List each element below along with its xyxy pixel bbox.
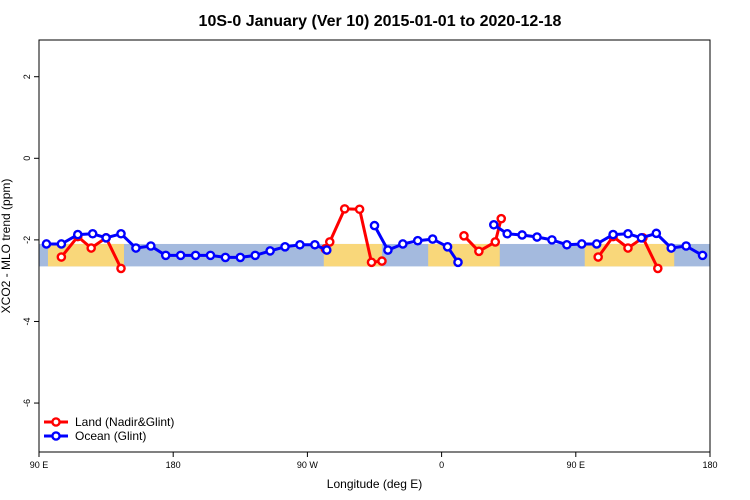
- ocean-data-point: [101, 233, 111, 243]
- ocean-data-point: [321, 245, 332, 255]
- ocean-data-point: [681, 241, 691, 251]
- ocean-data-point: [547, 235, 557, 245]
- ocean-data-point: [250, 250, 261, 261]
- ocean-data-point: [666, 243, 677, 253]
- ocean-data-point: [41, 239, 52, 249]
- x-tick-label: 90 W: [297, 460, 319, 470]
- ocean-data-point: [398, 239, 408, 249]
- land-data-point: [366, 257, 377, 268]
- ocean-data-point: [131, 243, 141, 253]
- legend-land-label: Land (Nadir&Glint): [75, 415, 174, 429]
- ocean-data-point: [651, 228, 662, 239]
- ocean-data-point: [562, 239, 572, 250]
- land-region: [584, 243, 675, 267]
- axes-layer: 90 E 180 90 W 0 90 E 180 2 0 -2 -4 -6: [22, 74, 718, 470]
- legend-ocean-label: Ocean (Glint): [75, 429, 146, 443]
- ocean-data-point: [205, 250, 216, 261]
- ocean-data-point: [532, 232, 542, 242]
- land-data-point: [354, 204, 365, 215]
- y-tick-label: 0: [22, 156, 32, 161]
- x-axis-label: Longitude (deg E): [327, 477, 422, 491]
- land-data-point: [653, 263, 663, 274]
- y-axis-label: XCO2 - MLO trend (ppm): [0, 179, 13, 314]
- land-data-point: [116, 263, 126, 274]
- ocean-data-point: [697, 250, 708, 261]
- ocean-data-point: [220, 252, 231, 263]
- ocean-data-point: [175, 250, 186, 261]
- ocean-data-point: [591, 239, 602, 249]
- ocean-data-point: [488, 219, 499, 230]
- y-tick-label: -4: [22, 317, 32, 325]
- y-tick-label: 2: [22, 74, 32, 79]
- land-data-point: [623, 243, 633, 253]
- ocean-data-point: [427, 234, 438, 244]
- ocean-data-point: [146, 241, 156, 251]
- ocean-data-point: [72, 229, 83, 240]
- land-data-point: [490, 237, 501, 247]
- land-region: [428, 243, 500, 267]
- land-data-point: [377, 256, 387, 266]
- land-data-point: [339, 204, 350, 214]
- ocean-data-point: [412, 235, 423, 246]
- land-data-point: [459, 231, 469, 241]
- ocean-data-point: [369, 220, 380, 231]
- legend: Land (Nadir&Glint)Ocean (Glint): [44, 415, 174, 443]
- x-tick-label: 180: [166, 460, 181, 470]
- chart-title: 10S-0 January (Ver 10) 2015-01-01 to 202…: [199, 13, 562, 30]
- land-data-point: [86, 243, 96, 253]
- ocean-data-point: [160, 250, 171, 261]
- land-data-point: [324, 237, 335, 247]
- x-tick-label: 0: [439, 460, 444, 470]
- ocean-data-point: [87, 228, 98, 239]
- ocean-data-point: [453, 257, 463, 268]
- ocean-data-point: [310, 239, 320, 250]
- plot-frame: [38, 39, 711, 453]
- land-data-point: [474, 246, 484, 257]
- land-data-point: [496, 213, 507, 224]
- ocean-data-point: [383, 245, 393, 255]
- x-tick-label: 90 E: [567, 460, 586, 470]
- ocean-data-point: [280, 242, 290, 252]
- land-data-point: [593, 252, 603, 262]
- ocean-data-point: [442, 242, 453, 252]
- land-series-line: [462, 218, 503, 253]
- ocean-data-point: [576, 239, 587, 249]
- x-tick-label: 180: [702, 460, 717, 470]
- x-tick-label: 90 E: [30, 460, 49, 470]
- ocean-data-point: [517, 230, 527, 240]
- legend-ocean-marker: [51, 431, 61, 441]
- y-tick-label: -2: [22, 236, 32, 244]
- ocean-data-point: [190, 250, 201, 261]
- ocean-data-point: [608, 229, 618, 240]
- ocean-data-point: [56, 239, 67, 249]
- ocean-data-point: [623, 228, 633, 239]
- ocean-data-point: [636, 233, 647, 243]
- ocean-data-point: [235, 252, 246, 263]
- ocean-data-point: [116, 228, 126, 239]
- legend-land-marker: [51, 417, 61, 427]
- ocean-data-point: [502, 228, 513, 239]
- ocean-data-point: [295, 239, 305, 250]
- y-tick-label: -6: [22, 399, 32, 407]
- ocean-data-point: [265, 246, 275, 256]
- plot-layer: [39, 204, 710, 274]
- land-data-point: [56, 252, 67, 262]
